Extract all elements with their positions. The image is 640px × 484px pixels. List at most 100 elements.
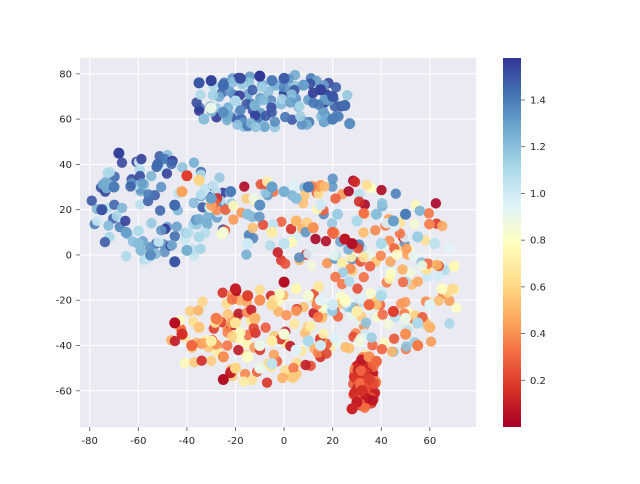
data-point [424,321,436,333]
data-point [371,299,382,310]
data-point [97,179,109,190]
data-point [229,283,241,295]
data-point [222,308,233,320]
data-point [321,348,332,359]
data-point [232,119,243,131]
data-point [431,259,442,271]
data-point [432,270,444,281]
data-point [193,321,205,333]
data-point [132,238,144,250]
data-point [351,306,363,318]
data-point [278,72,290,84]
data-point [299,190,310,201]
data-point [161,168,173,179]
data-point [400,328,412,340]
data-point [210,312,222,324]
data-point [146,217,157,229]
data-point [375,250,386,261]
data-point [425,336,437,347]
data-point [121,250,132,262]
data-point [387,215,399,227]
x-tick-label: 0 [281,436,287,447]
data-point [330,193,341,204]
data-point [306,260,317,272]
data-point [400,296,411,308]
data-point [205,192,217,204]
data-point [152,158,164,170]
data-point [188,197,199,209]
data-point [358,207,369,219]
data-point [266,75,278,87]
data-point [229,95,241,107]
data-point [249,100,261,112]
colorbar [503,58,521,427]
data-point [179,357,191,369]
data-point [184,306,196,317]
data-point [340,341,351,353]
data-point [116,202,128,214]
data-point [229,317,241,329]
data-point [228,214,239,225]
data-point [433,295,444,306]
data-point [390,188,402,199]
data-point [280,111,291,123]
data-point [261,377,273,388]
data-point [344,276,355,287]
data-point [384,273,395,285]
data-point [241,249,252,260]
data-point [315,340,327,352]
data-point [260,110,272,122]
data-point [193,213,205,225]
data-point [302,290,314,302]
data-point [412,231,424,243]
data-point [298,79,310,91]
data-point [308,97,319,109]
data-point [242,351,254,363]
data-point [307,222,319,234]
data-point [349,176,361,188]
data-point [247,84,258,96]
x-tick-label: -60 [130,436,146,447]
data-point [195,189,207,200]
data-point [254,199,266,211]
data-point [91,215,103,226]
data-point [108,181,120,193]
data-point [169,231,180,242]
data-point [217,351,229,363]
data-point [169,317,181,329]
data-point [266,358,278,370]
data-point [153,236,164,248]
data-point [327,113,339,125]
data-point [183,227,194,239]
data-point [273,306,284,317]
data-point [233,308,244,319]
y-tick-label: -40 [56,341,72,352]
data-point [430,198,442,209]
data-point [226,294,238,305]
data-point [290,344,302,356]
data-point [312,311,324,323]
data-point [290,215,302,227]
data-point [414,205,425,217]
data-point [205,102,217,114]
data-point [424,218,435,230]
data-point [289,318,300,330]
data-point [205,335,217,347]
y-tick-label: 0 [66,250,72,261]
data-point [256,81,268,93]
data-point [300,359,311,371]
data-point [370,208,382,220]
data-point [315,199,327,211]
data-point [249,312,261,324]
data-point [385,256,396,267]
data-point [363,299,375,311]
data-point [103,220,114,231]
data-point [197,296,208,307]
data-point [294,252,305,263]
data-point [355,365,367,376]
colorbar-tick-label: 0.6 [530,282,546,293]
data-point [409,218,420,229]
data-point [99,236,111,248]
data-point [339,294,351,306]
